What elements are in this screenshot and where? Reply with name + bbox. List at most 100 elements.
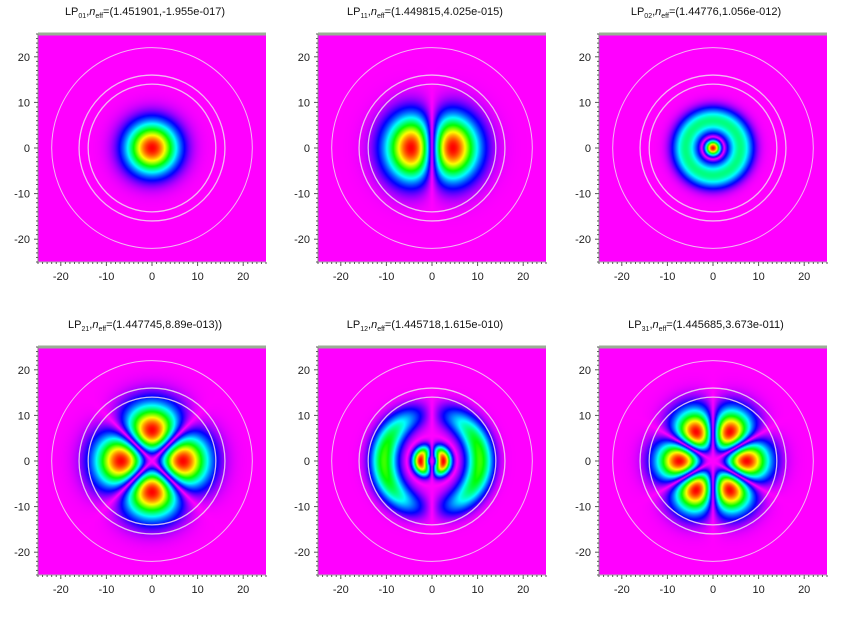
panel-title: LP11,neff=(1.449815,4.025e-015): [280, 6, 570, 20]
boundary-circle: [358, 387, 506, 535]
title-mode-index: 02: [644, 13, 653, 20]
x-tick-label: -10: [659, 271, 675, 283]
x-tick-label: 0: [710, 584, 716, 596]
x-tick-label: -20: [53, 271, 69, 283]
title-n-sub: eff: [661, 13, 669, 20]
x-tick-label: 0: [149, 584, 155, 596]
boundary-circle: [639, 387, 787, 535]
title-separator: ,: [649, 319, 653, 331]
y-tick-label: 0: [24, 143, 30, 155]
mode-panel-LP01: LP01,neff=(1.451901,-1.955e-017) -20 -10 0 1…: [0, 6, 280, 306]
boundary-circle: [331, 47, 533, 249]
boundary-circle: [639, 74, 787, 222]
panel-title: LP31,neff=(1.445685,3.673e-011): [561, 319, 850, 333]
boundary-circle: [648, 83, 778, 213]
x-tick-label: 0: [149, 271, 155, 283]
x-tick-label: 10: [471, 271, 483, 283]
y-tick-label: 20: [298, 52, 310, 64]
x-tick-label: 10: [752, 584, 764, 596]
title-n-label: n: [92, 319, 99, 331]
title-n-label: n: [89, 6, 96, 18]
x-tick-label: 20: [798, 584, 810, 596]
x-tick-label: 10: [191, 271, 203, 283]
x-tick-label: 20: [517, 584, 529, 596]
mode-panel-LP21: LP21,neff=(1.447745,8.89e-013)) -20 -10 0 10…: [0, 319, 280, 619]
title-mode: LP: [628, 319, 642, 331]
y-tick-label: -20: [14, 547, 30, 559]
mode-panel-LP31: LP31,neff=(1.445685,3.673e-011) -20 -10 0 10…: [561, 319, 841, 619]
y-tick-label: -20: [575, 547, 591, 559]
x-tick-label: -20: [53, 584, 69, 596]
y-tick-label: -20: [294, 547, 310, 559]
mode-intensity-map: [38, 34, 266, 262]
mode-intensity-map: [318, 347, 546, 575]
mode-intensity-map: [318, 34, 546, 262]
y-tick-label: 10: [579, 410, 591, 422]
x-tick-label: 0: [710, 271, 716, 283]
x-tick-label: -20: [614, 584, 630, 596]
y-tick-label: 0: [585, 456, 591, 468]
x-tick-label: 20: [798, 271, 810, 283]
mode-panel-LP12: LP12,neff=(1.445718,1.615e-010) -20 -10 0 10…: [280, 319, 560, 619]
y-tick-label: -10: [575, 189, 591, 201]
title-separator: ,: [89, 319, 93, 331]
x-tick-label: 10: [471, 584, 483, 596]
y-tick-label: 10: [579, 97, 591, 109]
y-tick-label: 10: [18, 410, 30, 422]
x-tick-label: 0: [429, 271, 435, 283]
x-tick-label: -10: [378, 584, 394, 596]
y-tick-label: -10: [14, 502, 30, 514]
title-n-sub: eff: [658, 326, 667, 333]
y-tick-label: -10: [14, 189, 30, 201]
y-tick-label: -10: [294, 502, 310, 514]
title-mode: LP: [67, 319, 82, 331]
title-mode-index: 12: [360, 326, 369, 333]
y-tick-label: -10: [575, 502, 591, 514]
y-tick-label: -10: [294, 189, 310, 201]
x-tick-label: 20: [237, 584, 249, 596]
y-tick-label: 20: [18, 365, 30, 377]
x-tick-label: 20: [517, 271, 529, 283]
title-mode: LP: [64, 6, 79, 18]
title-value: =(1.449815,4.025e-015): [384, 6, 503, 18]
x-tick-label: -20: [333, 584, 349, 596]
x-tick-label: 0: [429, 584, 435, 596]
mode-intensity-map: [38, 347, 266, 575]
boundary-circle: [367, 83, 497, 213]
boundary-circle: [78, 74, 226, 222]
panel-title: LP01,neff=(1.451901,-1.955e-017): [0, 6, 290, 20]
boundary-circle: [87, 83, 217, 213]
title-separator: ,: [652, 6, 656, 18]
title-value: =(1.447745,8.89e-013)): [106, 319, 222, 331]
x-tick-label: -10: [659, 584, 675, 596]
y-tick-label: 20: [579, 52, 591, 64]
title-mode-index: 01: [78, 13, 87, 20]
mode-intensity-map: [599, 347, 827, 575]
y-tick-label: 20: [579, 365, 591, 377]
title-value: =(1.44776,1.056e-012): [668, 6, 782, 18]
y-tick-label: -20: [294, 234, 310, 246]
title-mode-index: 31: [641, 326, 650, 333]
boundary-circle: [648, 396, 778, 526]
panel-title: LP12,neff=(1.445718,1.615e-010): [280, 319, 570, 333]
title-n-label: n: [371, 319, 378, 331]
boundary-circle: [612, 360, 814, 562]
title-mode: LP: [347, 6, 361, 18]
x-tick-label: -10: [98, 584, 114, 596]
panel-title: LP21,neff=(1.447745,8.89e-013)): [0, 319, 290, 333]
title-mode-index: 11: [360, 13, 368, 20]
y-tick-label: 0: [585, 143, 591, 155]
panel-title: LP02,neff=(1.44776,1.056e-012): [561, 6, 850, 20]
title-n-label: n: [370, 6, 377, 18]
boundary-circle: [51, 360, 253, 562]
x-tick-label: -20: [333, 271, 349, 283]
title-n-sub: eff: [98, 326, 107, 333]
boundary-circle: [51, 47, 253, 249]
title-separator: ,: [86, 6, 90, 18]
mode-panel-LP11: LP11,neff=(1.449815,4.025e-015) -20 -10 0 10…: [280, 6, 560, 306]
y-tick-label: 20: [298, 365, 310, 377]
x-tick-label: -20: [614, 271, 630, 283]
y-tick-label: 0: [304, 456, 310, 468]
mode-panel-LP02: LP02,neff=(1.44776,1.056e-012) -20 -10 0 10 2…: [561, 6, 841, 306]
x-tick-label: 10: [752, 271, 764, 283]
